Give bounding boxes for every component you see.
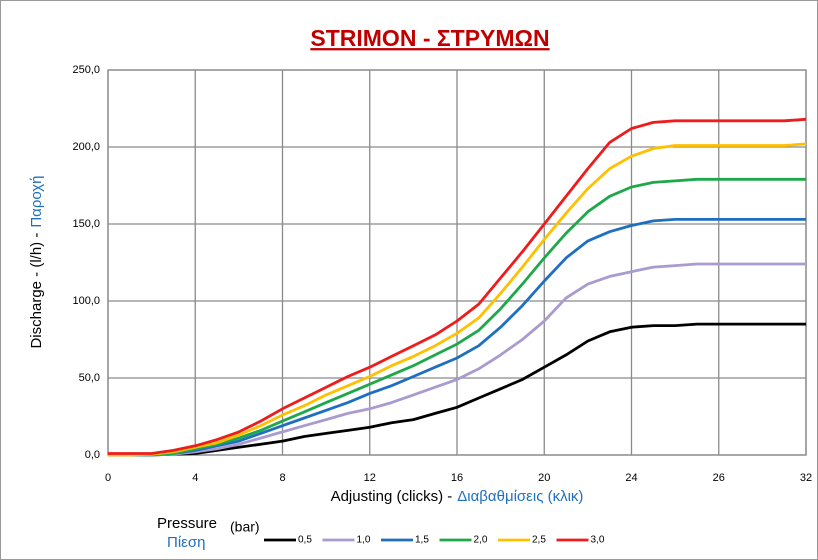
- series-line: [108, 142, 807, 457]
- x-tick-label: 16: [451, 472, 463, 484]
- legend-label: 1,0: [357, 535, 371, 546]
- x-tick-label: 26: [713, 472, 725, 484]
- x-tick-label: 8: [279, 472, 285, 484]
- x-label-en: Adjusting (clicks) -: [331, 488, 453, 505]
- series-line: [108, 322, 806, 457]
- y-tick-label: 0,0: [85, 449, 100, 461]
- y-tick-label: 100,0: [72, 295, 100, 307]
- y-tick-label: 150,0: [72, 218, 100, 230]
- legend-title-gr: Πίεση: [167, 534, 205, 551]
- chart-title: STRIMON - ΣΤΡΥΜΩΝ: [310, 25, 549, 51]
- legend-label: 2,5: [532, 535, 546, 546]
- y-label-en: Discharge - (l/h) -: [28, 233, 45, 349]
- x-tick-label: 0: [105, 472, 111, 484]
- y-tick-label: 50,0: [79, 372, 100, 384]
- legend-label: 0,5: [298, 535, 312, 546]
- plot-border: [107, 69, 807, 456]
- x-tick-label: 12: [364, 472, 376, 484]
- series-line: [108, 262, 806, 457]
- x-tick-label: 32: [800, 472, 812, 484]
- x-label-gr: Διαβαθμίσεις (κλικ): [457, 488, 583, 505]
- y-tick-label: 250,0: [72, 64, 100, 76]
- series-line: [108, 117, 807, 455]
- legend-label: 2,0: [474, 535, 488, 546]
- x-tick-label: 4: [192, 472, 198, 484]
- legend-title: Pressure: [157, 515, 217, 532]
- legend-label: 3,0: [591, 535, 605, 546]
- y-label-gr: Παροχή: [28, 175, 45, 227]
- x-tick-label: 24: [625, 472, 637, 484]
- y-axis-label: Discharge - (l/h) - Παροχή: [28, 175, 45, 348]
- x-axis-label: Adjusting (clicks) - Διαβαθμίσεις (κλικ): [331, 488, 584, 505]
- series-line: [108, 177, 806, 457]
- legend-unit: (bar): [230, 519, 260, 535]
- y-tick-label: 200,0: [72, 141, 100, 153]
- legend-label: 1,5: [415, 535, 429, 546]
- series-line: [108, 218, 806, 457]
- x-tick-label: 20: [538, 472, 550, 484]
